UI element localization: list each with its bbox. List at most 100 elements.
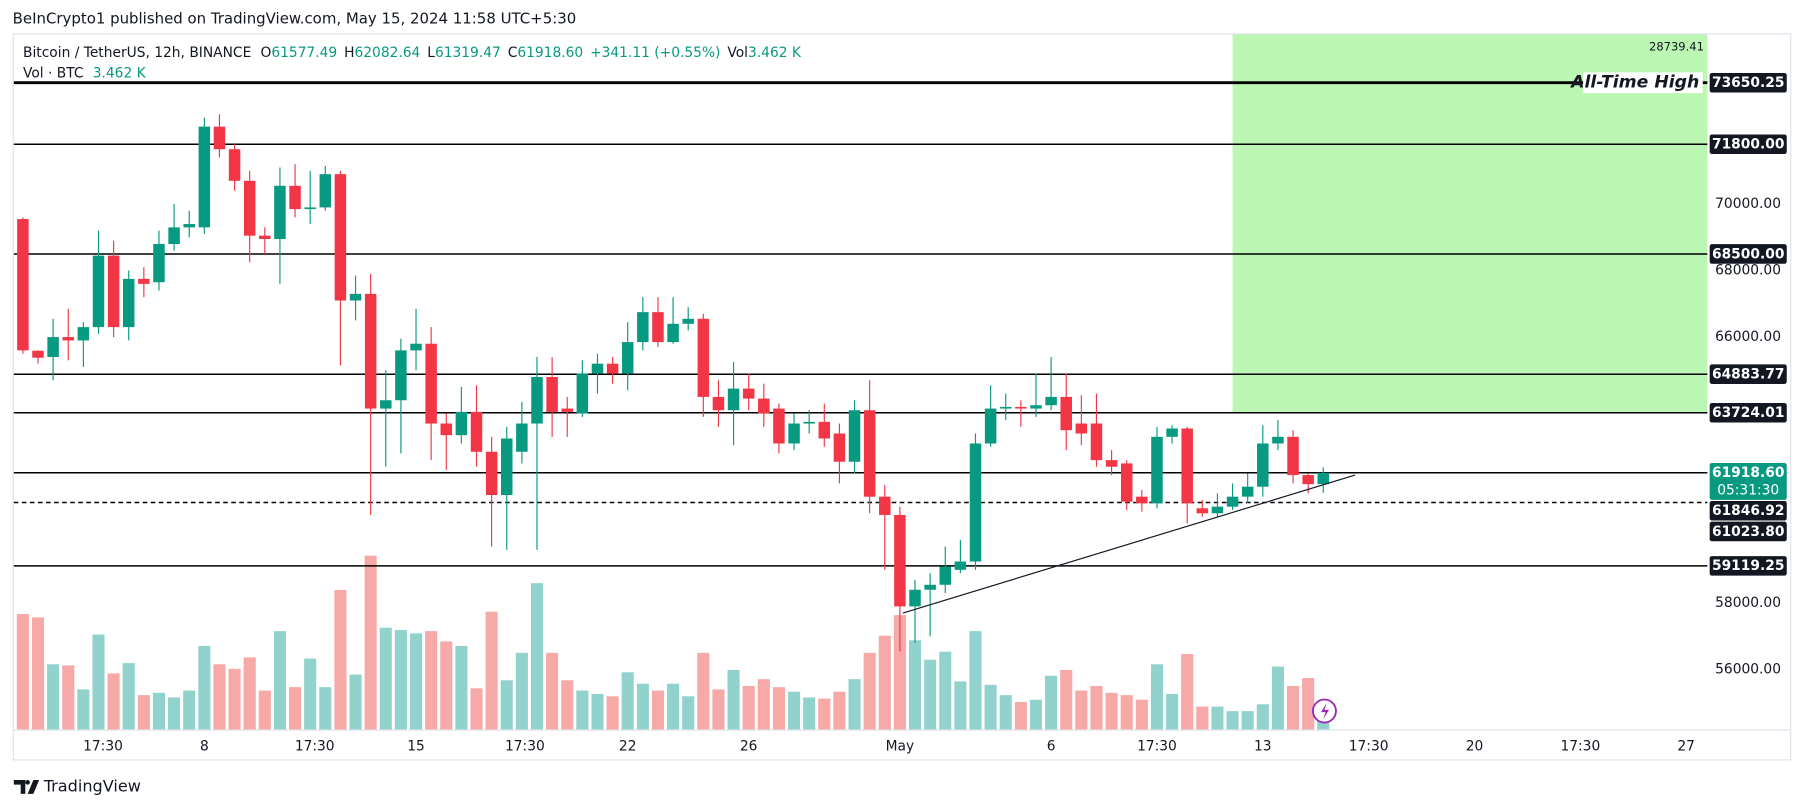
candle-body (334, 174, 347, 301)
candle-body (773, 408, 785, 444)
candle-body (531, 376, 543, 424)
volume-bar (1105, 692, 1118, 730)
candle-body (652, 312, 664, 343)
candle-body (470, 411, 483, 452)
candle-body (879, 496, 891, 515)
volume-bar (364, 555, 377, 730)
candle-body (47, 337, 59, 358)
candle-body (516, 423, 528, 452)
volume-bar (1302, 677, 1315, 730)
candle-body (606, 363, 619, 374)
volume-bar (470, 688, 483, 730)
volume-bar (1135, 699, 1148, 730)
candle-body (425, 343, 437, 424)
candle-body (742, 388, 755, 399)
volume-bar (334, 589, 347, 730)
volume-bar (425, 631, 438, 730)
candle-body (349, 293, 362, 301)
volume-bar (258, 690, 271, 730)
candle-body (485, 451, 498, 496)
level-label: 68500.00 (1712, 246, 1784, 262)
header: BeInCrypto1 published on TradingView.com… (13, 10, 577, 28)
x-tick-label: 20 (1466, 739, 1484, 755)
volume-bar (1226, 711, 1239, 730)
candle-body (1075, 423, 1088, 434)
volume-bar (183, 690, 196, 730)
trendline (902, 474, 1356, 614)
volume-bar (440, 641, 453, 730)
volume-bar (137, 695, 150, 730)
candle-body (788, 423, 800, 444)
alert-icon-bolt (1320, 702, 1330, 720)
candle-body (1241, 486, 1254, 497)
candle-body (153, 243, 165, 283)
volume-bar (772, 687, 785, 730)
level-tag (1709, 72, 1787, 93)
candle-body (546, 376, 558, 412)
annotation: All-Time High (1569, 73, 1699, 93)
volume-bar (1286, 685, 1300, 730)
candle-body (848, 410, 861, 462)
volume-bar (742, 685, 755, 730)
volume-bar (954, 681, 967, 730)
volume-bar (788, 691, 801, 730)
volume-bar (1150, 664, 1164, 730)
legend-vol-value: 3.462 K (748, 45, 802, 61)
legend-vol-key: Vol (727, 45, 748, 61)
volume-bar (667, 683, 680, 730)
volume-bar (47, 664, 60, 730)
candle-body (1257, 443, 1269, 487)
candle-body (1136, 496, 1148, 504)
level-label: 64883.77 (1712, 367, 1784, 383)
candle-body (1272, 436, 1284, 444)
candle-body (924, 584, 936, 590)
volume-bar (455, 645, 468, 730)
legend-value: 61577.49 (271, 45, 337, 61)
candle-body (682, 318, 694, 324)
volume-bar (122, 663, 135, 730)
candle-body (1302, 475, 1314, 485)
legend-key: C (508, 45, 518, 61)
candle-body (32, 350, 44, 358)
candle-body (1226, 496, 1239, 507)
level-label: 61023.80 (1712, 524, 1784, 540)
y-tick-label: 58000.00 (1715, 595, 1781, 611)
y-tick-label: 66000.00 (1715, 329, 1781, 345)
y-tick-label: 56000.00 (1715, 662, 1781, 678)
volume-bar (485, 611, 498, 730)
candle-body (591, 363, 604, 374)
candle-body (803, 421, 815, 424)
volume-bar (878, 635, 891, 730)
volume-bar (1166, 693, 1179, 730)
volume-bar (1090, 685, 1103, 730)
level-tag (1709, 134, 1787, 155)
volume-bar (228, 668, 241, 730)
legend-value: 61918.60 (517, 45, 583, 61)
level-tag (1709, 521, 1787, 542)
candle-body (576, 373, 589, 414)
volume-bar (833, 691, 846, 730)
x-tick-label: 17:30 (1349, 739, 1389, 755)
candle-body (92, 255, 105, 328)
level-tag (1709, 364, 1787, 384)
volume-bar (818, 698, 831, 730)
x-tick-label: 6 (1047, 739, 1056, 755)
candle-body (969, 443, 982, 562)
x-tick-label: 15 (407, 739, 425, 755)
candle-body (1287, 436, 1299, 476)
candle-body (319, 174, 332, 208)
volume-bar (1029, 699, 1043, 730)
legend-change: +341.11 (+0.55%) (590, 45, 720, 61)
volume-bar (1317, 719, 1330, 730)
candle-body (833, 433, 846, 462)
current-price-label: 61918.60 (1712, 465, 1784, 481)
volume-bar (591, 693, 604, 730)
candle-body (1120, 463, 1133, 502)
volume-bar (999, 695, 1012, 730)
candle-body (1090, 423, 1103, 461)
candle-body (274, 185, 286, 239)
candle-body (455, 411, 468, 436)
candle-body (561, 408, 573, 412)
volume-bar (168, 697, 181, 730)
